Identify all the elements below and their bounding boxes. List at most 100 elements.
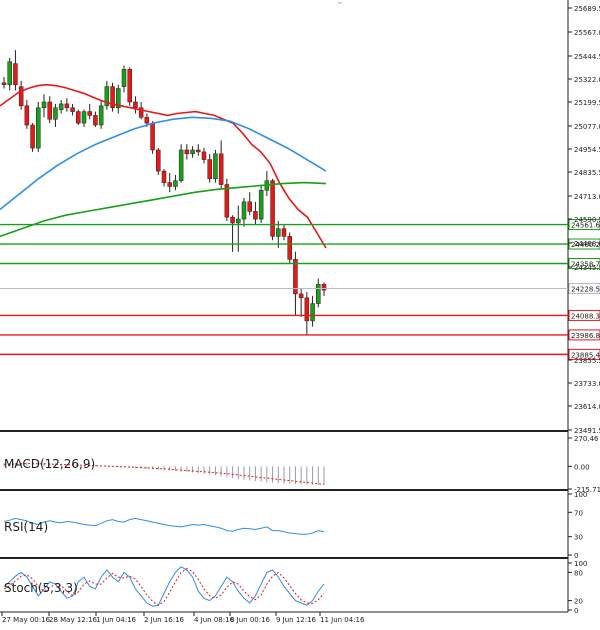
price-tick-label: 24468.0 (574, 240, 600, 248)
candle-body (276, 228, 281, 237)
candle-body (241, 201, 247, 220)
candle-body (207, 159, 212, 180)
candle-body (236, 218, 241, 224)
candle-body (178, 149, 184, 181)
candle-body (190, 149, 195, 155)
price-level-tag (568, 348, 600, 360)
macd-tick-label: 0.00 (574, 463, 590, 471)
price-level-label: 24088.3 (571, 312, 600, 320)
candle-body (47, 101, 52, 120)
candle-body (87, 111, 92, 116)
price-tick-label: 25689.5 (574, 5, 600, 13)
stoch-tick-label: 80 (574, 569, 583, 577)
rsi-tick-label: 70 (574, 509, 583, 517)
price-level-label: 24460.2 (571, 241, 600, 249)
candle-body (287, 236, 292, 260)
stoch-tick-label: 0 (574, 607, 578, 615)
candle-body (76, 111, 81, 124)
rsi-panel[interactable] (3, 517, 325, 535)
price-level-label: 23986.8 (571, 332, 600, 340)
price-level-tag (568, 219, 600, 231)
candle-body (58, 103, 64, 110)
candle-body (184, 149, 190, 155)
price-level-label: 24561.6 (571, 222, 600, 230)
candle-body (138, 107, 144, 118)
stoch-indicator-label: Stoch(5,3,3) (4, 581, 78, 595)
candle-body (173, 180, 178, 187)
time-tick-label: 4 Jun 08:16 (194, 616, 235, 624)
candle-body (167, 182, 172, 187)
candle-body (281, 228, 287, 237)
candle-body (258, 190, 264, 220)
candle-body (24, 105, 30, 126)
candle-body (7, 61, 12, 85)
time-tick-label: 2 Jun 16:16 (144, 616, 185, 624)
candle-body (201, 151, 207, 160)
candle-body (41, 101, 47, 108)
time-tick-label: 9 Jun 12:16 (276, 616, 317, 624)
candle-body (98, 105, 104, 126)
price-level-tag (568, 238, 600, 250)
price-tick-label: 24954.5 (574, 146, 600, 154)
candle-body (144, 117, 150, 124)
price-axes: 25689.5 25567.0 25444.5 25322.0 25199.5 25077… (1, 5, 600, 624)
price-tick-label: 23614.0 (574, 403, 600, 411)
moving-average-blue (0, 116, 327, 211)
candle-body (18, 86, 24, 107)
candle-body (110, 86, 115, 108)
price-level-label: 23885.4 (571, 351, 600, 359)
main-price-panel[interactable]: 24561.6 24460.2 24358.7 24228.5 24088.3 23986… (0, 50, 600, 360)
stoch-panel[interactable] (3, 566, 325, 607)
price-tick-label: 23491.5 (574, 427, 600, 435)
candle-body (30, 124, 35, 149)
price-tick-label: 23733.0 (574, 380, 600, 388)
candle-body (127, 69, 132, 103)
price-tick-label: 25322.0 (574, 76, 600, 84)
price-level-tag (568, 258, 600, 270)
price-tick-label: 25077.0 (574, 123, 600, 131)
rsi-tick-label: 30 (574, 534, 583, 542)
time-tick-label: 8 Jun 00:16 (230, 616, 271, 624)
rsi-line (3, 517, 325, 535)
candle-body (304, 297, 310, 322)
candle-body (53, 107, 58, 120)
candle-body (161, 170, 167, 183)
macd-tick-label: -215.71 (574, 486, 600, 494)
stoch-tick-label: 20 (574, 598, 583, 606)
rsi-tick-label: 100 (574, 491, 587, 499)
price-level-tag (568, 283, 600, 295)
macd-indicator-label: MACD(12,26,9) (4, 457, 95, 471)
candle-body (70, 107, 75, 112)
time-tick-label: 28 May 12:16 (49, 616, 98, 624)
price-level-label: 24358.7 (571, 261, 600, 269)
candle-body (104, 86, 110, 107)
price-level-label: 24228.5 (571, 286, 600, 294)
candle-body (116, 88, 121, 108)
candle-body (156, 149, 161, 172)
stoch-k-line (3, 566, 325, 607)
candle-body (64, 103, 70, 108)
candle-body (213, 153, 218, 180)
time-tick-label: 27 May 00:16 (2, 616, 51, 624)
macd-panel[interactable] (3, 462, 325, 486)
candle-body (1, 82, 7, 85)
candle-body (230, 216, 235, 224)
rsi-indicator-label: RSI(14) (4, 520, 48, 534)
price-tick-label: 24345.5 (574, 264, 600, 272)
candle-body (13, 63, 18, 85)
candle-body (196, 149, 201, 153)
candle-body (293, 259, 298, 295)
stoch-d-line (3, 568, 325, 606)
price-level-tag (568, 329, 600, 341)
candle-body (36, 107, 41, 149)
candle-body (93, 115, 98, 126)
candle-body (310, 303, 315, 322)
price-tick-label: 25444.5 (574, 53, 600, 61)
scroll-marker-icon[interactable]: ⌄ (336, 0, 344, 7)
price-level-tag (568, 309, 600, 321)
candle-body (316, 284, 321, 304)
candle-body (121, 69, 127, 87)
